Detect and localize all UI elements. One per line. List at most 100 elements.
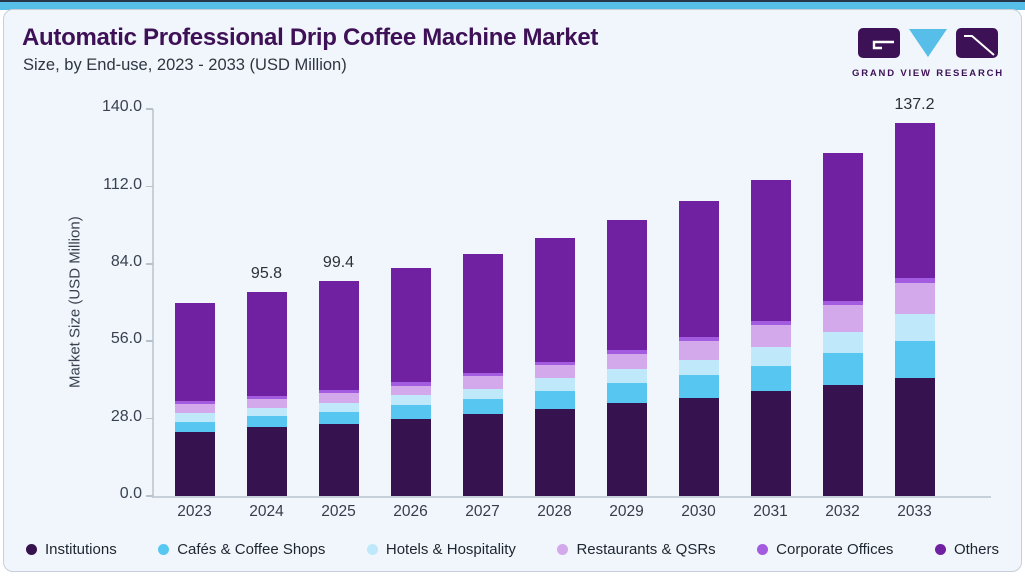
legend-item-hotels-hospitality: Hotels & Hospitality: [366, 540, 516, 558]
bar-segment-hotels-hospitality: [894, 313, 935, 341]
bar-segment-restaurants-qsrs: [606, 353, 647, 370]
bar-segment-others: [462, 253, 503, 373]
y-tick-mark: [146, 495, 153, 497]
bar-segment-restaurants-qsrs: [174, 403, 215, 414]
bar-2028: [534, 238, 575, 496]
bar-2033: [894, 122, 935, 496]
bar-segment-caf-s-coffee-shops: [390, 405, 431, 419]
bar-2024: [246, 292, 287, 496]
bar-segment-corporate-offices: [534, 361, 575, 365]
bar-segment-hotels-hospitality: [462, 388, 503, 400]
bar-segment-caf-s-coffee-shops: [678, 375, 719, 398]
bar-segment-corporate-offices: [318, 390, 359, 393]
x-tick-label-2024: 2024: [249, 503, 284, 520]
chart-legend: Institutions Cafés & Coffee Shops Hotels &…: [26, 536, 999, 562]
bar-segment-hotels-hospitality: [678, 359, 719, 376]
x-tick-label-2030: 2030: [681, 503, 716, 520]
bar-segment-others: [822, 153, 863, 301]
legend-swatch-others: [934, 543, 946, 555]
page-title: Automatic Professional Drip Coffee Machi…: [22, 24, 599, 51]
legend-label-hotels-hospitality: Hotels & Hospitality: [385, 540, 516, 558]
legend-item-institutions: Institutions: [26, 541, 117, 558]
x-tick-label-2033: 2033: [897, 503, 932, 520]
bar-segment-restaurants-qsrs: [894, 283, 935, 314]
bar-segment-corporate-offices: [462, 372, 503, 376]
y-tick-mark: [146, 263, 153, 265]
bar-2025: [318, 281, 359, 496]
bar-segment-institutions: [534, 408, 575, 496]
bar-2029: [606, 220, 647, 496]
bar-segment-hotels-hospitality: [174, 413, 215, 422]
legend-label-caf-s-coffee-shops: Cafés & Coffee Shops: [177, 540, 326, 558]
x-tick-label-2028: 2028: [537, 503, 572, 520]
y-tick-mark: [146, 340, 153, 342]
bar-segment-restaurants-qsrs: [750, 325, 791, 348]
gvr-logo-text: GRAND VIEW RESEARCH: [852, 68, 1004, 79]
bar-segment-others: [390, 267, 431, 383]
bar-segment-institutions: [894, 378, 935, 496]
y-tick-label: 28.0: [110, 407, 142, 425]
bar-segment-hotels-hospitality: [390, 395, 431, 406]
y-tick-label: 0.0: [119, 485, 142, 502]
legend-item-restaurants-qsrs: Restaurants & QSRs: [557, 541, 716, 558]
bar-segment-corporate-offices: [750, 320, 791, 326]
legend-label-institutions: Institutions: [45, 540, 117, 558]
gvr-logo: GRAND VIEW RESEARCH: [845, 26, 1011, 79]
bar-2027: [462, 253, 503, 496]
x-tick-label-2032: 2032: [825, 503, 860, 520]
bar-2032: [822, 153, 863, 496]
bar-segment-corporate-offices: [606, 350, 647, 354]
bar-segment-hotels-hospitality: [750, 347, 791, 367]
bar-segment-restaurants-qsrs: [678, 340, 719, 360]
bar-segment-hotels-hospitality: [246, 407, 287, 417]
legend-swatch-restaurants-qsrs: [557, 543, 569, 555]
y-tick-label: 56.0: [110, 330, 142, 348]
legend-swatch-hotels-hospitality: [366, 543, 378, 555]
y-tick-mark: [146, 108, 153, 110]
bar-segment-caf-s-coffee-shops: [318, 411, 359, 424]
bar-segment-institutions: [750, 391, 791, 496]
bar-segment-restaurants-qsrs: [390, 385, 431, 396]
bar-segment-corporate-offices: [246, 396, 287, 399]
bar-segment-hotels-hospitality: [318, 402, 359, 412]
bar-segment-caf-s-coffee-shops: [894, 340, 935, 379]
bar-segment-institutions: [318, 423, 359, 496]
bar-segment-institutions: [678, 397, 719, 496]
bar-segment-restaurants-qsrs: [462, 375, 503, 389]
legend-item-others: Others: [934, 540, 999, 558]
accent-strip: [0, 2, 1025, 10]
bar-segment-others: [318, 281, 359, 391]
bar-segment-others: [678, 201, 719, 337]
bar-segment-caf-s-coffee-shops: [462, 399, 503, 414]
bar-segment-corporate-offices: [894, 277, 935, 284]
x-tick-label-2025: 2025: [321, 503, 356, 520]
bar-segment-corporate-offices: [678, 336, 719, 341]
legend-label-corporate-offices: Corporate Offices: [776, 540, 894, 558]
bar-segment-caf-s-coffee-shops: [174, 421, 215, 432]
x-tick-label-2027: 2027: [465, 503, 500, 520]
bar-2031: [750, 179, 791, 496]
bar-segment-others: [246, 292, 287, 397]
bar-segment-institutions: [246, 427, 287, 496]
bar-segment-restaurants-qsrs: [822, 305, 863, 333]
top-hairline: [0, 0, 1025, 2]
legend-label-others: Others: [953, 540, 999, 558]
bar-segment-hotels-hospitality: [534, 378, 575, 392]
bar-segment-others: [534, 238, 575, 362]
x-tick-label-2031: 2031: [753, 503, 788, 520]
legend-item-caf-s-coffee-shops: Cafés & Coffee Shops: [158, 541, 325, 558]
legend-swatch-institutions: [26, 543, 37, 555]
y-tick-mark: [146, 185, 153, 188]
bar-segment-others: [174, 302, 215, 401]
bar-segment-institutions: [174, 431, 215, 496]
legend-item-corporate-offices: Corporate Offices: [757, 541, 893, 558]
bar-segment-institutions: [822, 384, 863, 496]
bar-value-label-2025: 99.4: [322, 254, 355, 272]
y-tick-label: 112.0: [103, 175, 142, 193]
page-subtitle: Size, by End-use, 2023 - 2033 (USD Milli…: [23, 56, 347, 74]
bar-segment-hotels-hospitality: [606, 369, 647, 384]
bar-segment-caf-s-coffee-shops: [606, 383, 647, 404]
bar-value-label-2024: 95.8: [250, 265, 283, 283]
x-tick-label-2023: 2023: [177, 503, 212, 520]
